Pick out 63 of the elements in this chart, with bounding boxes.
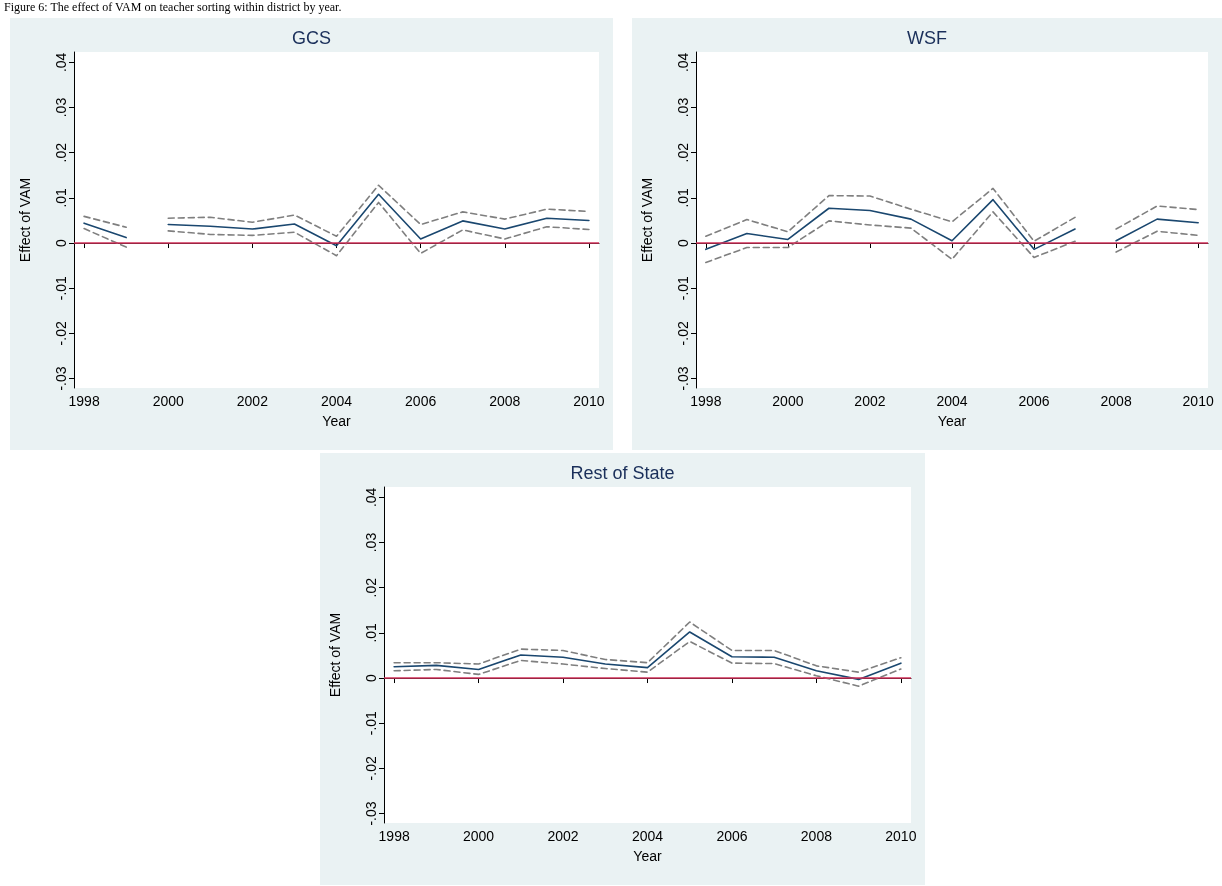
y-tick-label: .02 bbox=[363, 577, 379, 598]
y-tick-label: .01 bbox=[675, 187, 691, 208]
x-tick-label: 2000 bbox=[152, 393, 185, 409]
x-tick-label: 2006 bbox=[1018, 393, 1050, 409]
y-tick-label: .04 bbox=[53, 52, 69, 73]
line-series bbox=[167, 193, 590, 247]
y-tick-label: .03 bbox=[53, 97, 69, 118]
x-tick-label: 2000 bbox=[463, 828, 495, 844]
line-series bbox=[705, 198, 1076, 251]
chart-title: GCS bbox=[291, 28, 332, 48]
x-tick-label: 2006 bbox=[405, 393, 437, 409]
x-tick-label: 2004 bbox=[631, 828, 664, 844]
y-tick-label: .01 bbox=[53, 187, 69, 208]
y-tick-label: .04 bbox=[675, 52, 691, 73]
y-tick-label: .01 bbox=[363, 622, 379, 643]
y-tick-label: -.01 bbox=[363, 710, 379, 736]
x-tick-label: 2010 bbox=[573, 393, 605, 409]
x-tick-label: 2006 bbox=[716, 828, 748, 844]
x-tick-label: 2010 bbox=[1182, 393, 1214, 409]
y-tick-label: -.02 bbox=[363, 756, 379, 781]
chart-title: Rest of State bbox=[570, 463, 675, 483]
x-tick-label: 2010 bbox=[885, 828, 917, 844]
y-axis-title: Effect of VAM bbox=[327, 612, 343, 698]
y-tick-label: .02 bbox=[53, 142, 69, 163]
x-tick-label: 2008 bbox=[489, 393, 521, 409]
y-axis-title: Effect of VAM bbox=[17, 177, 33, 263]
y-tick-label: .03 bbox=[675, 97, 691, 118]
line-series bbox=[705, 211, 1076, 264]
line-series bbox=[393, 640, 902, 687]
y-tick-label: -.03 bbox=[675, 366, 691, 391]
y-tick-label: -.01 bbox=[53, 275, 69, 301]
line-series bbox=[705, 187, 1076, 243]
line-series bbox=[393, 621, 902, 673]
y-axis-title: Effect of VAM bbox=[639, 177, 655, 263]
y-tick-label: .03 bbox=[363, 532, 379, 553]
chart-title: WSF bbox=[907, 28, 947, 48]
x-tick-label: 2002 bbox=[547, 828, 579, 844]
y-tick-label: -.03 bbox=[363, 801, 379, 826]
y-tick-label: .02 bbox=[675, 142, 691, 163]
y-tick-label: -.02 bbox=[675, 321, 691, 346]
line-series bbox=[167, 201, 590, 257]
y-tick-label: 0 bbox=[363, 673, 379, 682]
x-tick-label: 2002 bbox=[854, 393, 886, 409]
y-tick-label: .04 bbox=[363, 487, 379, 508]
x-axis-title: Year bbox=[322, 413, 351, 429]
x-axis-title: Year bbox=[633, 848, 662, 864]
x-tick-label: 2008 bbox=[1100, 393, 1132, 409]
y-tick-label: 0 bbox=[53, 238, 69, 247]
y-tick-label: 0 bbox=[675, 238, 691, 247]
y-tick-label: -.03 bbox=[53, 366, 69, 391]
line-series bbox=[393, 631, 902, 681]
y-tick-label: -.02 bbox=[53, 321, 69, 346]
x-tick-label: 1998 bbox=[378, 828, 410, 844]
x-tick-label: 2000 bbox=[772, 393, 804, 409]
x-tick-label: 2002 bbox=[236, 393, 269, 409]
x-tick-label: 1998 bbox=[690, 393, 722, 409]
y-tick-label: -.01 bbox=[675, 275, 691, 301]
x-axis-title: Year bbox=[937, 413, 967, 429]
x-tick-label: 2004 bbox=[320, 393, 353, 409]
x-tick-label: 2004 bbox=[936, 393, 968, 409]
caption: Figure 6: The effect of VAM on teacher sorting within district by year. bbox=[4, 0, 342, 15]
x-tick-label: 1998 bbox=[68, 393, 100, 409]
x-tick-label: 2008 bbox=[800, 828, 833, 844]
